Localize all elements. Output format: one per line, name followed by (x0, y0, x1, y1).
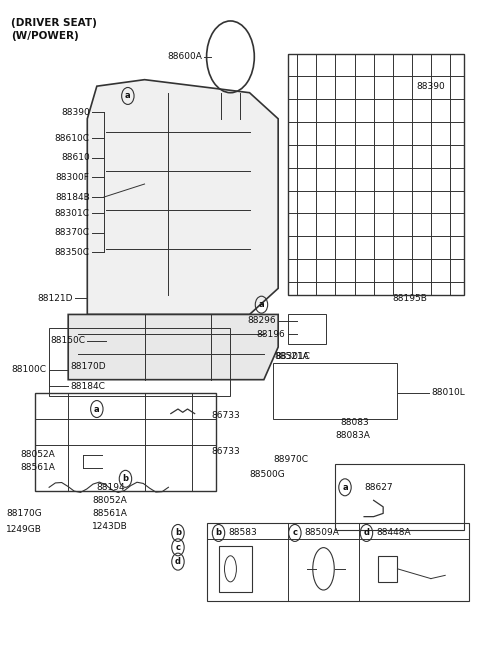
Text: 88195B: 88195B (393, 293, 428, 303)
Text: 1249GB: 1249GB (6, 525, 42, 534)
Text: a: a (259, 300, 264, 309)
PathPatch shape (68, 314, 278, 380)
PathPatch shape (87, 80, 278, 314)
Text: 88970C: 88970C (274, 455, 309, 464)
Text: d: d (175, 557, 181, 566)
Text: 88150C: 88150C (50, 336, 85, 345)
Text: 88196: 88196 (257, 329, 285, 339)
Text: 88390: 88390 (417, 82, 445, 90)
Text: 88194: 88194 (97, 483, 125, 492)
Text: 88390: 88390 (61, 108, 90, 117)
Bar (288, 314, 326, 344)
Text: d: d (363, 529, 370, 538)
Bar (49, 328, 230, 396)
Text: 88100C: 88100C (12, 365, 47, 375)
Text: 88184C: 88184C (71, 382, 106, 390)
Bar (288, 54, 464, 295)
Text: a: a (342, 483, 348, 492)
Text: 88170D: 88170D (71, 362, 106, 371)
Text: 88627: 88627 (364, 483, 393, 492)
Bar (274, 364, 397, 419)
Text: 88121D: 88121D (37, 293, 73, 303)
Text: b: b (122, 474, 129, 483)
Text: 88300F: 88300F (56, 173, 90, 182)
Text: 88610: 88610 (61, 153, 90, 162)
Text: 88301C: 88301C (55, 209, 90, 218)
Text: c: c (176, 543, 180, 552)
Text: 88521A: 88521A (275, 352, 309, 362)
Text: 88600A: 88600A (167, 52, 202, 62)
Text: b: b (175, 529, 181, 538)
Bar (336, 464, 464, 530)
Bar (35, 393, 216, 491)
Text: 88052A: 88052A (92, 496, 127, 505)
Text: 86733: 86733 (211, 447, 240, 456)
Text: 88083A: 88083A (336, 430, 370, 440)
Text: 88561A: 88561A (21, 463, 55, 472)
Text: (DRIVER SEAT)
(W/POWER): (DRIVER SEAT) (W/POWER) (11, 18, 97, 41)
Text: b: b (216, 529, 222, 538)
Text: 88301C: 88301C (276, 352, 311, 362)
Text: 88052A: 88052A (21, 450, 55, 459)
Text: 88170G: 88170G (6, 509, 42, 518)
Text: 88448A: 88448A (376, 529, 410, 538)
Text: 86733: 86733 (211, 411, 240, 420)
Text: 88083: 88083 (340, 418, 369, 426)
Text: 88509A: 88509A (304, 529, 339, 538)
Text: c: c (292, 529, 298, 538)
Bar (218, 546, 252, 591)
Text: 88583: 88583 (228, 529, 257, 538)
Bar (378, 556, 397, 582)
Text: 88296: 88296 (247, 316, 276, 326)
Text: a: a (125, 92, 131, 100)
Text: 88370C: 88370C (55, 229, 90, 237)
Text: 88561A: 88561A (92, 509, 127, 518)
Text: a: a (94, 405, 100, 413)
Bar (206, 523, 469, 601)
Text: 88610C: 88610C (55, 134, 90, 143)
Text: 88350C: 88350C (55, 248, 90, 257)
Text: 1243DB: 1243DB (92, 522, 128, 531)
Text: 88010L: 88010L (431, 388, 465, 397)
Text: 88184B: 88184B (55, 193, 90, 202)
Text: 88500G: 88500G (250, 470, 285, 479)
